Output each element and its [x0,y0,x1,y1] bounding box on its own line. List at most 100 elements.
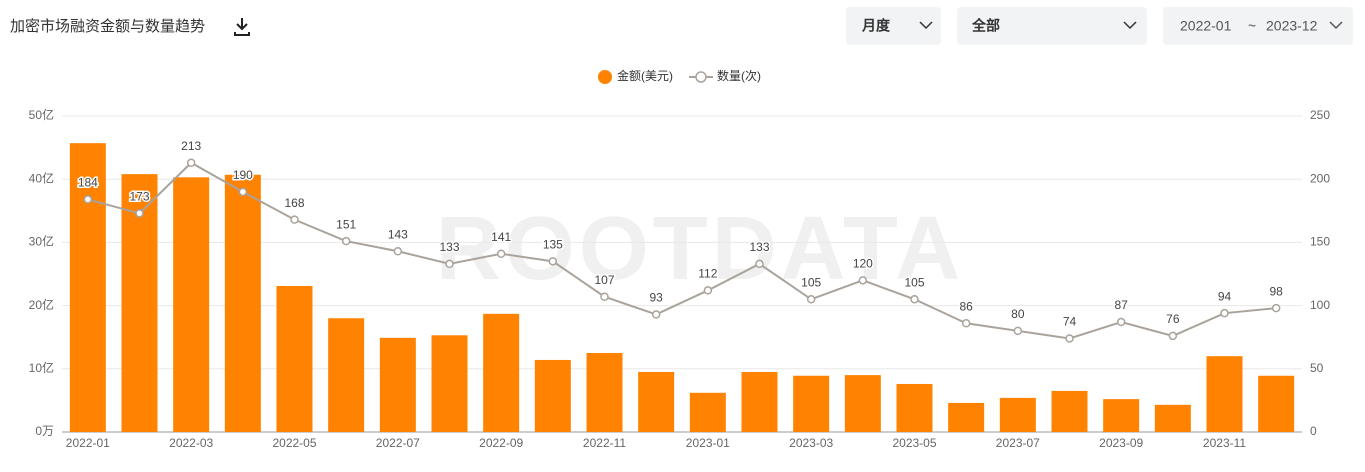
y2-tick-label: 0 [1310,424,1317,438]
data-label: 213 [181,139,201,153]
data-label: 143 [388,227,408,241]
point [186,158,196,168]
bar [1051,390,1088,432]
y2-tick-label: 200 [1310,171,1330,185]
x-tick-label: 2023-11 [1203,436,1246,450]
point [910,295,919,304]
point [238,187,248,197]
data-label: 151 [336,217,356,231]
bar [793,375,830,432]
point [1116,317,1126,327]
data-label: 107 [594,273,614,287]
scope-select[interactable] [957,7,1147,45]
bar [586,353,623,432]
data-label: 105 [904,275,924,289]
point [548,257,558,266]
chart-title: 加密市场融资金额与数量趋势 [10,18,205,35]
date-from: 2022-01 [1180,18,1232,34]
bar [1206,356,1243,432]
point [445,259,454,269]
point [806,295,816,304]
point [600,292,609,302]
data-label: 190 [233,168,253,182]
bar [896,383,933,432]
bar [379,337,416,432]
x-tick-label: 2023-01 [686,436,730,450]
data-label: 141 [491,230,511,244]
bar [483,313,520,432]
chevron [919,21,933,30]
date-range[interactable] [1163,7,1353,45]
legend-swatch [598,70,612,84]
x-tick-label: 2022-01 [66,436,110,450]
bar [328,318,365,432]
data-label: 74 [1063,315,1077,329]
legend-label: 数量(次) [717,68,761,83]
point [290,215,299,224]
date-sep: ~ [1248,18,1256,34]
point [1220,308,1229,318]
data-label: 105 [801,275,821,289]
data-label: 133 [439,240,459,254]
bar [534,359,571,432]
y-tick-label: 10亿 [29,360,54,375]
watermark: ROOTDATA [436,199,965,299]
bar [999,397,1036,432]
bar [1154,404,1191,432]
point [858,276,868,285]
chevron [1123,21,1137,30]
point [961,319,971,328]
data-label: 94 [1218,289,1232,303]
bar [276,286,313,432]
y2-tick-label: 50 [1310,361,1324,375]
date-to: 2023-12 [1266,18,1318,34]
data-label: 133 [749,240,769,254]
bar [224,174,261,432]
legend-swatch [695,71,707,83]
data-label: 135 [543,238,563,252]
point [83,195,93,204]
x-tick-label: 2023-05 [892,436,936,450]
point [496,249,506,259]
line [87,161,1277,340]
x-tick-label: 2023-07 [996,436,1040,450]
y2-tick-label: 250 [1310,108,1330,122]
x-tick-label: 2022-07 [376,436,420,450]
x-tick-label: 2022-05 [272,436,316,450]
y2-tick-label: 100 [1310,298,1330,312]
bar [69,143,106,432]
bar [1258,375,1295,432]
data-label: 120 [853,256,873,270]
y-tick-label: 40亿 [29,170,54,185]
data-label: 86 [959,299,973,313]
y-tick-label: 30亿 [29,234,54,249]
x-tick-label: 2023-09 [1099,436,1143,450]
point [1168,331,1178,341]
bar [638,371,675,432]
download-icon[interactable] [234,18,250,36]
point [651,310,661,319]
x-tick-label: 2023-03 [789,436,833,450]
y-tick-label: 50亿 [29,107,54,122]
legend-label: 金额(美元) [617,68,673,83]
y-tick-label: 20亿 [29,297,54,312]
point [1013,326,1023,336]
y-tick-label: 0万 [35,424,54,438]
point [1271,303,1281,313]
data-label: 93 [649,291,663,305]
x-tick-label: 2022-09 [479,436,523,450]
y2-tick-label: 150 [1310,235,1330,249]
data-label: 76 [1166,312,1180,326]
bar [1103,399,1140,432]
x-tick-label: 2022-03 [169,436,213,450]
scope-value: 全部 [971,18,1000,34]
point [1065,334,1074,343]
period-value: 月度 [861,18,891,34]
data-label: 80 [1011,307,1025,321]
period-select[interactable] [846,7,941,45]
data-label: 98 [1269,284,1283,298]
bar [844,375,881,432]
download-glyph [234,18,250,36]
bar [689,392,726,432]
